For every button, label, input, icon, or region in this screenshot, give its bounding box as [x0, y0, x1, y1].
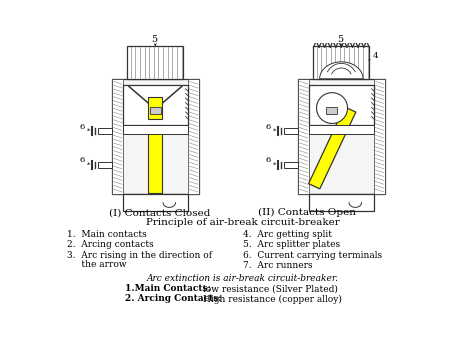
Text: (II) Contacts Open: (II) Contacts Open [258, 208, 356, 217]
Bar [298, 79, 385, 194]
Text: 2: 2 [309, 105, 315, 114]
Bar [326, 106, 337, 114]
Text: 4: 4 [373, 52, 378, 60]
Text: 4.  Arc getting split: 4. Arc getting split [243, 230, 332, 240]
Text: 1.  Main contacts: 1. Main contacts [67, 230, 147, 240]
Text: 6.  Current carrying terminals: 6. Current carrying terminals [243, 251, 382, 260]
Text: Principle of air-break circuit-breaker: Principle of air-break circuit-breaker [146, 218, 340, 227]
Text: (I) Contacts Closed: (I) Contacts Closed [109, 208, 210, 217]
Text: 6: 6 [266, 122, 271, 131]
Bar [309, 125, 374, 134]
Polygon shape [317, 93, 347, 124]
Bar [188, 79, 199, 194]
Polygon shape [319, 62, 363, 79]
Bar [98, 128, 112, 134]
Bar [123, 125, 188, 134]
Bar [309, 85, 374, 125]
Bar [284, 128, 298, 134]
Text: 6: 6 [80, 122, 85, 131]
Circle shape [363, 200, 369, 206]
Bar [98, 162, 112, 168]
Bar [309, 194, 374, 211]
Text: 3.  Arc rising in the direction of: 3. Arc rising in the direction of [67, 251, 212, 260]
Text: the arrow: the arrow [67, 260, 127, 269]
Text: 2.  Arcing contacts: 2. Arcing contacts [67, 240, 154, 250]
Text: High resistance (copper alloy): High resistance (copper alloy) [202, 294, 341, 304]
Text: 1: 1 [309, 115, 315, 123]
Text: –: – [145, 98, 148, 106]
Text: 7: 7 [129, 86, 135, 94]
Text: 5: 5 [337, 35, 343, 44]
Text: 1: 1 [139, 113, 144, 121]
Bar [374, 79, 385, 194]
Text: low resistance (Silver Plated): low resistance (Silver Plated) [202, 284, 337, 293]
Text: 1.Main Contacts:: 1.Main Contacts: [125, 284, 211, 293]
Circle shape [177, 200, 183, 206]
Text: 5: 5 [151, 35, 157, 44]
Bar [128, 47, 183, 79]
Bar [284, 162, 298, 168]
Bar [112, 79, 199, 194]
Bar [123, 194, 188, 211]
Bar [150, 106, 161, 114]
Text: 6: 6 [266, 157, 271, 164]
Bar [313, 47, 369, 79]
Bar [112, 79, 123, 194]
Text: 7.  Arc runners: 7. Arc runners [243, 261, 312, 269]
Bar [298, 79, 309, 194]
Text: 5.  Arc splitter plates: 5. Arc splitter plates [243, 240, 340, 250]
Text: 2. Arcing Contacts:: 2. Arcing Contacts: [125, 294, 222, 304]
Bar [148, 97, 162, 119]
Bar [123, 85, 188, 125]
Text: 6: 6 [80, 157, 85, 164]
Text: Arc extinction is air-break circuit-breaker.: Arc extinction is air-break circuit-brea… [147, 274, 339, 283]
Polygon shape [309, 107, 356, 189]
Text: 3: 3 [368, 93, 374, 101]
Text: 2: 2 [139, 104, 144, 112]
Bar [148, 125, 162, 193]
